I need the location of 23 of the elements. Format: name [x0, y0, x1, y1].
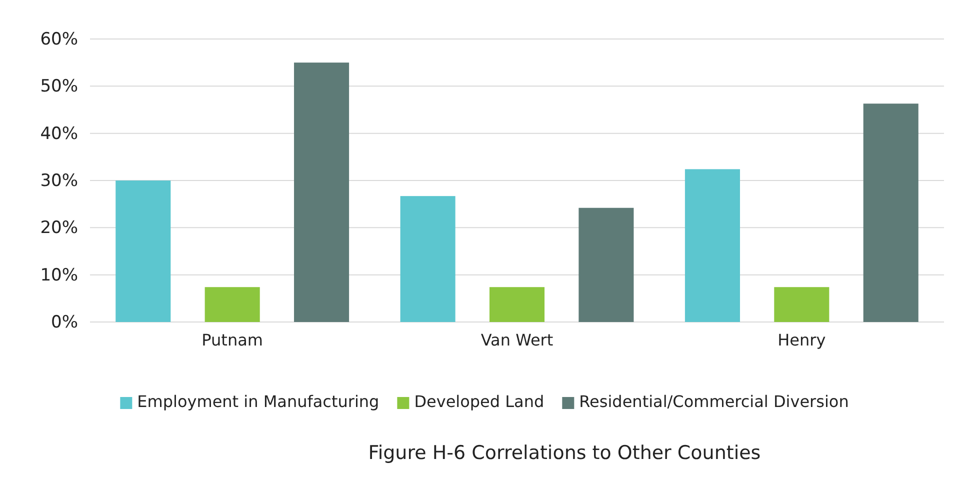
y-tick-label: 40% [40, 124, 78, 144]
text: Figure H-6 Correlations to Other Counties [368, 442, 761, 464]
legend-label: Residential/Commercial Diversion [579, 392, 849, 411]
bar [684, 169, 740, 322]
bar [116, 180, 171, 322]
y-tick-label: 30% [40, 170, 78, 191]
y-tick-label: 20% [40, 218, 78, 238]
legend-label: Developed Land [414, 392, 544, 411]
bar [578, 208, 634, 322]
bar [204, 287, 260, 322]
bar [774, 287, 830, 322]
y-tick-label: 10% [40, 265, 78, 286]
bar [489, 287, 545, 322]
bar [863, 104, 918, 322]
bar [294, 62, 350, 322]
y-tick-label: 0% [51, 312, 78, 332]
x-tick-label: Putnam [202, 330, 263, 350]
x-tick-label: Henry [778, 330, 826, 350]
y-tick-label: 60% [40, 29, 78, 50]
legend-label: Employment in Manufacturing [137, 392, 380, 411]
x-tick-label: Van Wert [480, 330, 554, 350]
y-tick-label: 50% [40, 76, 78, 97]
bar [400, 196, 456, 322]
